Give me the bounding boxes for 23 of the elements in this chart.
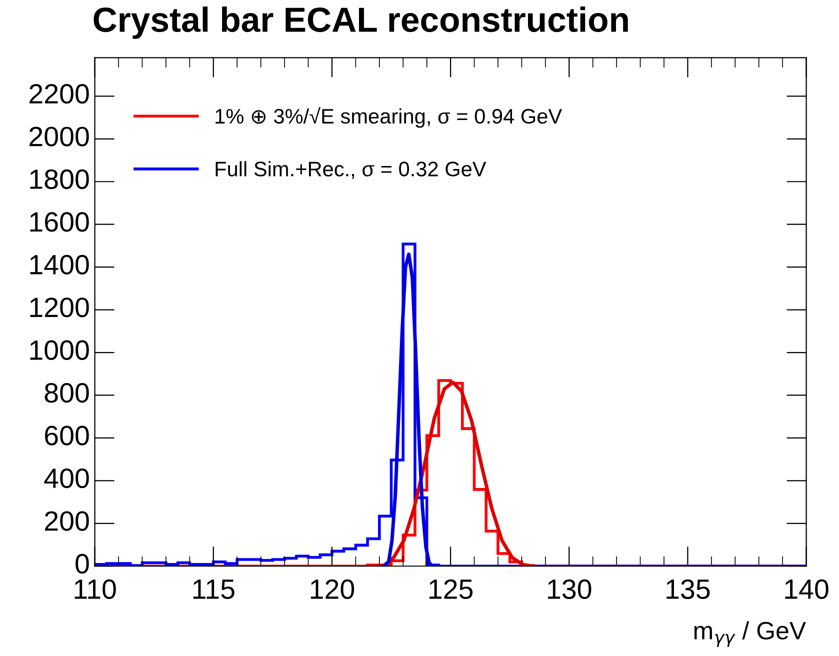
x-axis-title: m$_{γγ}$ / GeV (694, 621, 806, 648)
y-tick-label: 1400 (30, 254, 89, 275)
x-tick-label: 125 (429, 579, 473, 600)
y-tick-label: 600 (45, 426, 89, 446)
x-tick-label: 135 (666, 579, 710, 600)
x-tick-label: 110 (74, 579, 116, 600)
y-tick-label: 2200 (30, 84, 89, 104)
x-tick-label: 120 (310, 579, 354, 600)
y-tick-label: 2000 (30, 126, 89, 146)
y-tick-label: 400 (44, 468, 89, 488)
y-tick-label: 1800 (30, 169, 89, 190)
x-tick-label: 115 (193, 580, 234, 600)
y-tick-label: 1600 (30, 212, 89, 232)
y-tick-label: 1200 (30, 298, 89, 318)
y-tick-label: 0 (76, 554, 89, 574)
y-tick-label: 200 (45, 511, 89, 531)
x-tick-label: 130 (548, 579, 592, 600)
legend-label: Full Sim.+Rec., σ = 0.32 GeV (216, 161, 486, 179)
x-tick-label: 140 (785, 579, 828, 600)
chart-title: Crystal bar ECAL reconstruction (94, 6, 628, 39)
legend-label: 1% ⊕ 3%/√E smearing, σ = 0.94 GeV (216, 106, 562, 128)
y-tick-label: 1000 (30, 340, 89, 360)
y-tick-label: 800 (44, 383, 89, 403)
